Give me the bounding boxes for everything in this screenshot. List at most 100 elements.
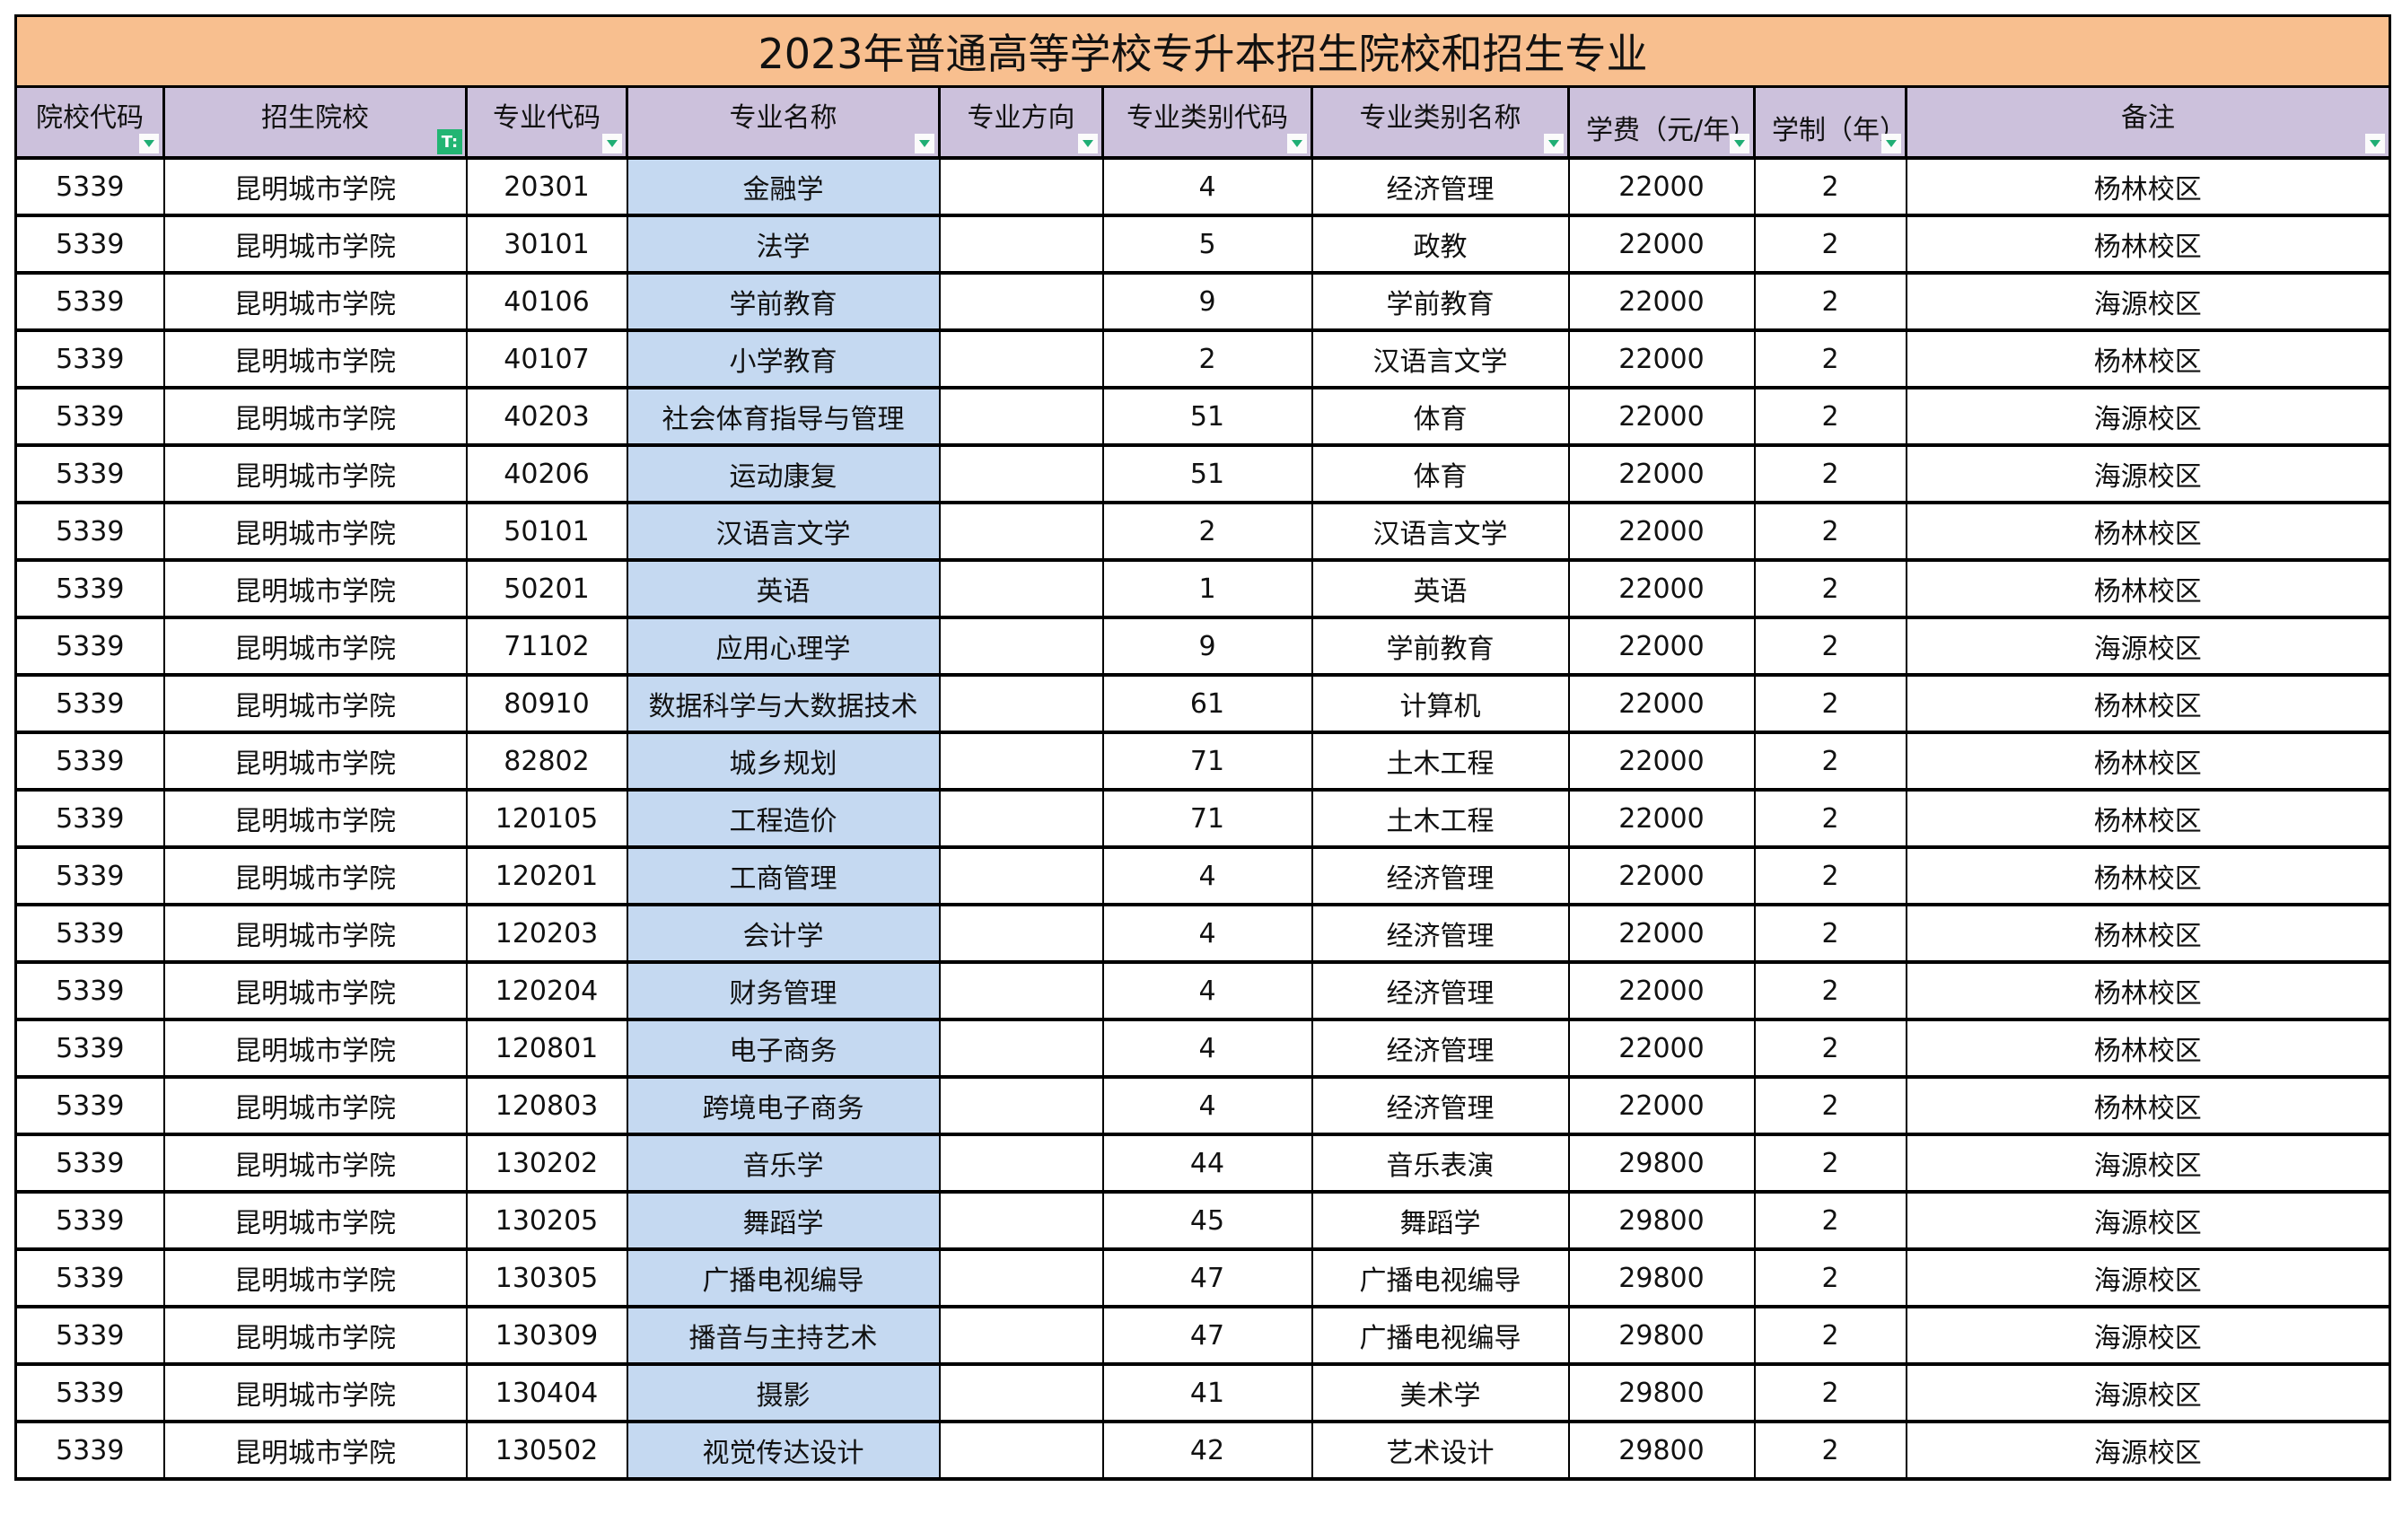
cell-category-name[interactable]: 学前教育	[1311, 271, 1570, 332]
cell-school-name[interactable]: 昆明城市学院	[162, 271, 468, 332]
cell-tuition[interactable]: 29800	[1567, 1247, 1756, 1308]
cell-major-name[interactable]: 舞蹈学	[626, 1190, 941, 1251]
cell-tuition[interactable]: 29800	[1567, 1133, 1756, 1194]
cell-major-code[interactable]: 30101	[465, 214, 628, 275]
cell-note[interactable]: 海源校区	[1905, 1362, 2392, 1423]
cell-category-code[interactable]: 2	[1101, 328, 1313, 389]
cell-duration[interactable]: 2	[1753, 788, 1907, 849]
cell-major-name[interactable]: 应用心理学	[626, 616, 941, 677]
cell-category-name[interactable]: 经济管理	[1311, 1018, 1570, 1079]
cell-note[interactable]: 杨林校区	[1905, 845, 2392, 906]
cell-school-code[interactable]: 5339	[14, 328, 165, 389]
filter-dropdown-icon[interactable]	[602, 134, 622, 153]
cell-school-code[interactable]: 5339	[14, 1305, 165, 1366]
cell-major-name[interactable]: 小学教育	[626, 328, 941, 389]
cell-tuition[interactable]: 29800	[1567, 1190, 1756, 1251]
cell-category-name[interactable]: 土木工程	[1311, 788, 1570, 849]
cell-major-direction[interactable]	[938, 1075, 1104, 1136]
cell-note[interactable]: 杨林校区	[1905, 156, 2392, 217]
filter-dropdown-icon[interactable]	[1881, 134, 1901, 153]
cell-category-code[interactable]: 42	[1101, 1420, 1313, 1481]
cell-major-direction[interactable]	[938, 214, 1104, 275]
cell-school-code[interactable]: 5339	[14, 271, 165, 332]
cell-major-direction[interactable]	[938, 386, 1104, 447]
cell-major-code[interactable]: 120204	[465, 960, 628, 1021]
cell-school-code[interactable]: 5339	[14, 156, 165, 217]
cell-note[interactable]: 杨林校区	[1905, 558, 2392, 619]
cell-major-code[interactable]: 120105	[465, 788, 628, 849]
cell-duration[interactable]: 2	[1753, 1190, 1907, 1251]
cell-major-direction[interactable]	[938, 616, 1104, 677]
cell-duration[interactable]: 2	[1753, 558, 1907, 619]
cell-school-code[interactable]: 5339	[14, 1247, 165, 1308]
cell-category-name[interactable]: 经济管理	[1311, 960, 1570, 1021]
cell-category-name[interactable]: 音乐表演	[1311, 1133, 1570, 1194]
cell-major-name[interactable]: 城乡规划	[626, 731, 941, 792]
column-header-major-code[interactable]: 专业代码	[465, 85, 628, 160]
cell-school-name[interactable]: 昆明城市学院	[162, 501, 468, 562]
cell-major-direction[interactable]	[938, 1420, 1104, 1481]
cell-major-name[interactable]: 社会体育指导与管理	[626, 386, 941, 447]
cell-duration[interactable]: 2	[1753, 1075, 1907, 1136]
cell-major-direction[interactable]	[938, 501, 1104, 562]
cell-tuition[interactable]: 22000	[1567, 386, 1756, 447]
cell-school-code[interactable]: 5339	[14, 1420, 165, 1481]
cell-category-name[interactable]: 经济管理	[1311, 903, 1570, 964]
cell-school-code[interactable]: 5339	[14, 731, 165, 792]
cell-category-code[interactable]: 47	[1101, 1247, 1313, 1308]
cell-major-direction[interactable]	[938, 731, 1104, 792]
cell-major-code[interactable]: 80910	[465, 673, 628, 734]
cell-category-code[interactable]: 71	[1101, 731, 1313, 792]
cell-major-code[interactable]: 20301	[465, 156, 628, 217]
cell-school-code[interactable]: 5339	[14, 903, 165, 964]
column-header-category-code[interactable]: 专业类别代码	[1101, 85, 1313, 160]
filter-dropdown-icon[interactable]	[1544, 134, 1564, 153]
cell-school-code[interactable]: 5339	[14, 845, 165, 906]
cell-school-name[interactable]: 昆明城市学院	[162, 673, 468, 734]
cell-school-name[interactable]: 昆明城市学院	[162, 788, 468, 849]
cell-duration[interactable]: 2	[1753, 328, 1907, 389]
cell-tuition[interactable]: 22000	[1567, 845, 1756, 906]
cell-major-code[interactable]: 50201	[465, 558, 628, 619]
cell-school-name[interactable]: 昆明城市学院	[162, 1018, 468, 1079]
column-header-school-code[interactable]: 院校代码	[14, 85, 165, 160]
cell-school-code[interactable]: 5339	[14, 558, 165, 619]
cell-category-name[interactable]: 计算机	[1311, 673, 1570, 734]
cell-note[interactable]: 海源校区	[1905, 1247, 2392, 1308]
cell-major-name[interactable]: 视觉传达设计	[626, 1420, 941, 1481]
cell-duration[interactable]: 2	[1753, 1018, 1907, 1079]
cell-duration[interactable]: 2	[1753, 386, 1907, 447]
cell-duration[interactable]: 2	[1753, 1133, 1907, 1194]
cell-major-code[interactable]: 120801	[465, 1018, 628, 1079]
cell-note[interactable]: 杨林校区	[1905, 673, 2392, 734]
cell-duration[interactable]: 2	[1753, 1305, 1907, 1366]
cell-major-code[interactable]: 130205	[465, 1190, 628, 1251]
cell-tuition[interactable]: 22000	[1567, 156, 1756, 217]
cell-duration[interactable]: 2	[1753, 1362, 1907, 1423]
cell-duration[interactable]: 2	[1753, 501, 1907, 562]
cell-tuition[interactable]: 29800	[1567, 1362, 1756, 1423]
cell-school-name[interactable]: 昆明城市学院	[162, 386, 468, 447]
cell-school-name[interactable]: 昆明城市学院	[162, 616, 468, 677]
cell-note[interactable]: 海源校区	[1905, 1190, 2392, 1251]
cell-major-direction[interactable]	[938, 1362, 1104, 1423]
cell-major-code[interactable]: 130502	[465, 1420, 628, 1481]
cell-school-code[interactable]: 5339	[14, 214, 165, 275]
cell-category-name[interactable]: 汉语言文学	[1311, 328, 1570, 389]
cell-category-code[interactable]: 4	[1101, 1075, 1313, 1136]
cell-major-code[interactable]: 130404	[465, 1362, 628, 1423]
column-header-duration[interactable]: 学制（年）	[1753, 85, 1907, 160]
cell-note[interactable]: 杨林校区	[1905, 1075, 2392, 1136]
cell-note[interactable]: 杨林校区	[1905, 903, 2392, 964]
filter-dropdown-icon[interactable]	[1730, 134, 1749, 153]
filter-dropdown-icon[interactable]	[1287, 134, 1307, 153]
cell-category-code[interactable]: 4	[1101, 903, 1313, 964]
column-header-note[interactable]: 备注	[1904, 85, 2392, 160]
cell-category-code[interactable]: 2	[1101, 501, 1313, 562]
cell-major-direction[interactable]	[938, 271, 1104, 332]
column-header-category-name[interactable]: 专业类别名称	[1311, 85, 1570, 160]
cell-category-code[interactable]: 71	[1101, 788, 1313, 849]
cell-note[interactable]: 杨林校区	[1905, 1018, 2392, 1079]
column-header-major-direction[interactable]: 专业方向	[938, 85, 1104, 160]
cell-duration[interactable]: 2	[1753, 156, 1907, 217]
